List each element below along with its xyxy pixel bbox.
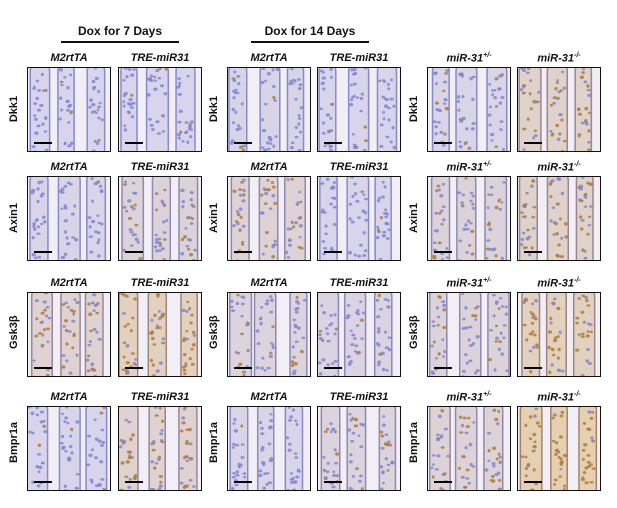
row-label-3-group-3: Gsk3β: [408, 314, 420, 349]
micrograph-axin1-het: [427, 176, 511, 261]
column-label-m2: M2rtTA: [50, 161, 88, 173]
row-label-2-group-2: Axin1: [208, 202, 220, 233]
scale-bar: [434, 251, 452, 253]
micrograph-gsk3b-tre: [317, 292, 401, 377]
scale-bar: [34, 367, 52, 369]
micrograph-dkk1-tre: [317, 67, 401, 152]
scale-bar: [324, 142, 342, 144]
micrograph-gsk3b-het: [427, 292, 511, 377]
group-header-7-days: Dox for 7 Days: [40, 24, 200, 43]
micrograph-axin1-m2: [227, 176, 311, 261]
micrograph-axin1-tre: [317, 176, 401, 261]
scale-bar: [34, 251, 52, 253]
scale-bar: [324, 481, 342, 483]
column-label-tre: TRE-miR31: [130, 391, 190, 403]
micrograph-gsk3b-ko: [517, 292, 601, 377]
scale-bar: [524, 251, 542, 253]
column-label-het: miR-31+/-: [446, 391, 492, 404]
micrograph-gsk3b-m2: [27, 292, 111, 377]
scale-bar: [324, 251, 342, 253]
group-header-7-days-text: Dox for 7 Days: [77, 24, 163, 38]
row-label-3-group-1: Gsk3β: [8, 314, 20, 349]
scale-bar: [324, 367, 342, 369]
scale-bar: [434, 367, 452, 369]
column-label-ko: miR-31-/-: [537, 391, 581, 404]
column-label-ko: miR-31-/-: [537, 277, 581, 290]
column-label-tre: TRE-miR31: [130, 52, 190, 64]
scale-bar: [524, 481, 542, 483]
micrograph-axin1-ko: [517, 176, 601, 261]
column-label-m2: M2rtTA: [50, 52, 88, 64]
scale-bar: [125, 142, 143, 144]
micrograph-dkk1-ko: [517, 67, 601, 152]
row-label-3-group-2: Gsk3β: [208, 314, 220, 349]
column-label-het: miR-31+/-: [446, 277, 492, 290]
row-label-4-group-3: Bmpr1a: [408, 421, 420, 463]
micrograph-bmpr1a-tre: [317, 406, 401, 491]
column-label-het: miR-31+/-: [446, 161, 492, 174]
group-header-7-days-underline: [61, 41, 179, 43]
row-label-2-group-3: Axin1: [408, 202, 420, 233]
micrograph-bmpr1a-het: [427, 406, 511, 491]
scale-bar: [34, 481, 52, 483]
group-header-14-days-text: Dox for 14 Days: [264, 24, 356, 38]
row-label-1-group-3: Dkk1: [408, 95, 420, 122]
scale-bar: [434, 142, 452, 144]
column-label-tre: TRE-miR31: [329, 161, 389, 173]
micrograph-dkk1-het: [427, 67, 511, 152]
row-label-2-group-1: Axin1: [8, 202, 20, 233]
row-label-1-group-1: Dkk1: [8, 95, 20, 122]
scale-bar: [234, 367, 252, 369]
scale-bar: [125, 481, 143, 483]
scale-bar: [234, 481, 252, 483]
column-label-m2: M2rtTA: [50, 391, 88, 403]
column-label-tre: TRE-miR31: [329, 277, 389, 289]
micrograph-axin1-tre: [118, 176, 202, 261]
row-label-4-group-2: Bmpr1a: [208, 421, 220, 463]
micrograph-bmpr1a-m2: [27, 406, 111, 491]
column-label-m2: M2rtTA: [250, 391, 288, 403]
micrograph-dkk1-m2: [227, 67, 311, 152]
column-label-m2: M2rtTA: [250, 277, 288, 289]
group-header-14-days-underline: [251, 41, 369, 43]
scale-bar: [125, 367, 143, 369]
micrograph-axin1-m2: [27, 176, 111, 261]
column-label-het: miR-31+/-: [446, 52, 492, 65]
column-label-tre: TRE-miR31: [130, 277, 190, 289]
micrograph-bmpr1a-ko: [517, 406, 601, 491]
column-label-m2: M2rtTA: [50, 277, 88, 289]
row-label-1-group-2: Dkk1: [208, 95, 220, 122]
micrograph-dkk1-m2: [27, 67, 111, 152]
column-label-tre: TRE-miR31: [130, 161, 190, 173]
micrograph-bmpr1a-m2: [227, 406, 311, 491]
scale-bar: [524, 367, 542, 369]
group-header-14-days: Dox for 14 Days: [230, 24, 390, 43]
row-label-4-group-1: Bmpr1a: [8, 421, 20, 463]
micrograph-bmpr1a-tre: [118, 406, 202, 491]
micrograph-gsk3b-m2: [227, 292, 311, 377]
column-label-ko: miR-31-/-: [537, 52, 581, 65]
column-label-tre: TRE-miR31: [329, 52, 389, 64]
column-label-m2: M2rtTA: [250, 161, 288, 173]
micrograph-gsk3b-tre: [118, 292, 202, 377]
scale-bar: [234, 142, 252, 144]
scale-bar: [434, 481, 452, 483]
column-label-ko: miR-31-/-: [537, 161, 581, 174]
scale-bar: [125, 251, 143, 253]
scale-bar: [34, 142, 52, 144]
column-label-m2: M2rtTA: [250, 52, 288, 64]
micrograph-dkk1-tre: [118, 67, 202, 152]
column-label-tre: TRE-miR31: [329, 391, 389, 403]
scale-bar: [524, 142, 542, 144]
scale-bar: [234, 251, 252, 253]
